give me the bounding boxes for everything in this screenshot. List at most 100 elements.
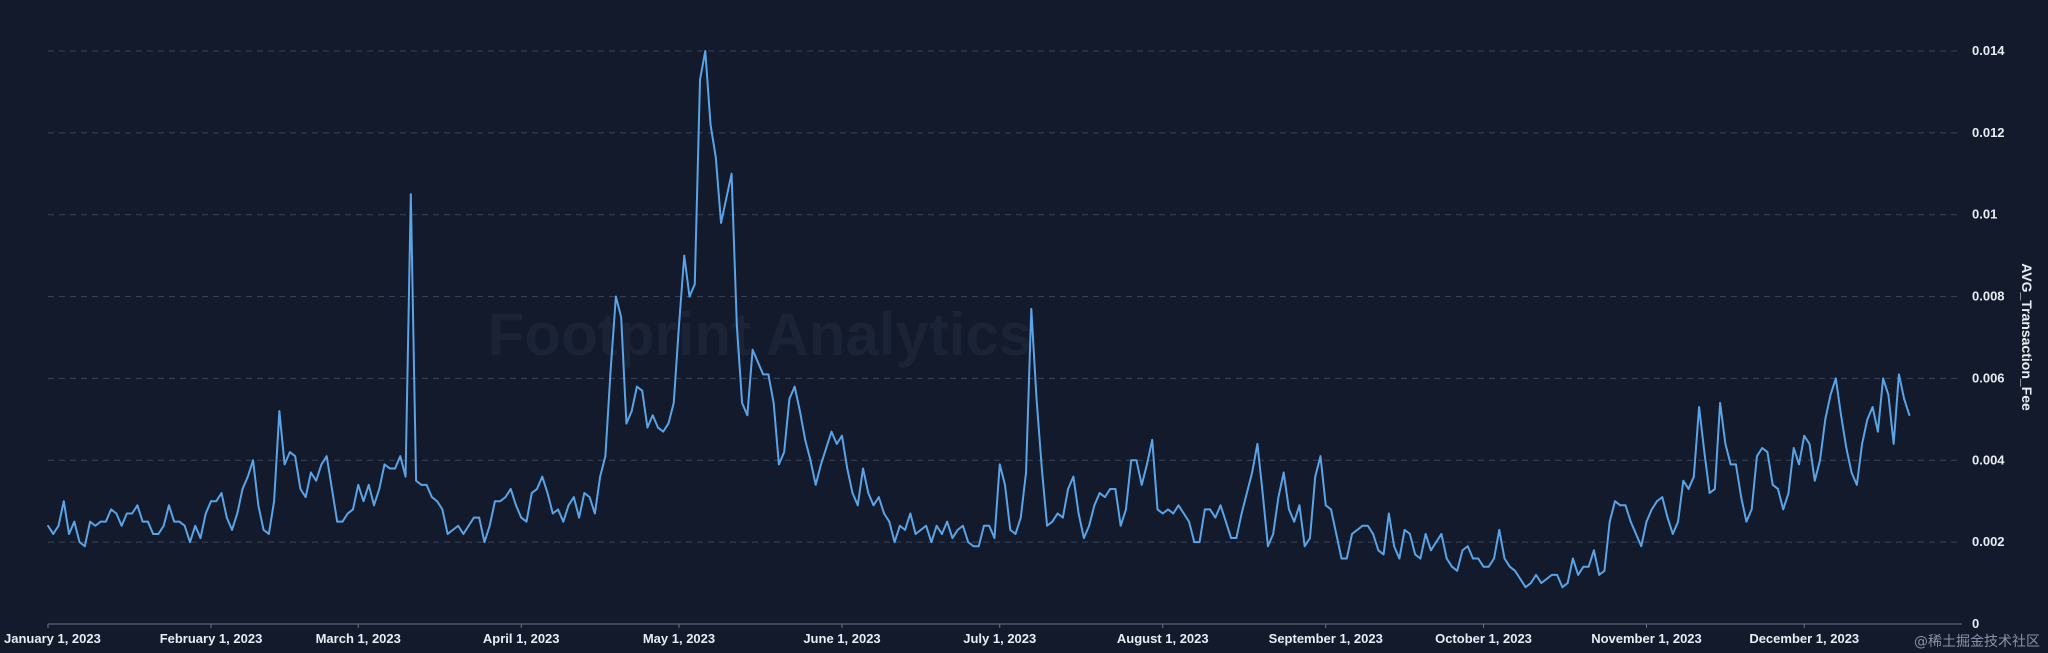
data-point [1850,471,1853,474]
data-point [583,492,586,494]
data-point [914,533,917,535]
data-point [756,361,759,363]
data-point [1882,377,1885,380]
data-point [898,524,901,527]
data-point [1056,512,1059,515]
corner-watermark: @稀土掘金技术社区 [1914,634,2040,650]
data-point [1561,586,1564,589]
data-point [1424,533,1427,535]
data-point [1782,508,1785,511]
data-point [1004,483,1006,486]
data-point [1035,397,1038,400]
data-point [614,295,617,298]
data-point [1550,573,1553,576]
data-point [1451,565,1453,568]
data-point [110,508,112,511]
data-point [1219,504,1222,507]
data-point [325,455,328,458]
data-point [530,492,533,494]
data-point [636,385,638,388]
data-point [1487,565,1490,568]
data-point [1582,565,1585,568]
data-point [688,295,691,298]
data-point [709,123,712,126]
data-point [1109,488,1112,490]
data-point [1598,573,1601,576]
data-point [420,483,423,486]
data-point [883,512,885,515]
data-point [83,545,86,548]
data-point [1619,504,1622,507]
data-point [73,520,76,523]
data-point [951,537,954,539]
data-point [993,537,996,539]
y-tick-label: 0.01 [1972,207,1997,222]
data-point [935,524,938,527]
data-point [820,463,822,466]
data-point [625,422,628,425]
data-point [1430,549,1432,552]
data-point [1898,373,1900,376]
data-point [1025,471,1027,474]
data-point [1261,492,1264,494]
data-point [310,471,312,474]
data-point [1787,492,1790,494]
data-point [1082,537,1085,539]
data-point [946,520,949,523]
data-point [199,537,202,539]
data-point [367,483,370,486]
data-point [1703,451,1706,453]
data-point [1182,512,1185,515]
grid-lines [48,50,1962,543]
data-point [1834,377,1837,380]
data-point [99,520,102,523]
data-point [278,410,281,413]
data-point [446,533,449,535]
data-point [588,496,591,499]
y-tick-label: 0 [1972,616,1979,631]
data-point [47,524,49,527]
data-point [783,451,786,453]
data-point [462,533,465,535]
data-point [1119,524,1122,527]
data-point [751,348,754,351]
data-point [1535,573,1537,576]
data-point [457,524,460,527]
data-point [1666,516,1669,519]
data-point [178,520,181,523]
data-point [846,467,849,470]
data-point [1750,508,1753,511]
data-point [78,541,81,544]
data-point [1876,430,1879,433]
data-point [115,512,118,515]
data-point [1855,483,1858,486]
x-tick-label: December 1, 2023 [1749,631,1859,646]
data-point [1756,455,1758,458]
data-point [620,316,623,318]
data-point [1682,479,1685,482]
data-point [730,172,733,175]
data-point [1698,406,1700,408]
data-point [1845,447,1848,449]
data-point [536,488,538,490]
data-point [1440,533,1443,535]
data-point [851,492,854,494]
y-tick-label: 0.002 [1972,534,2005,549]
data-point [315,479,318,482]
data-point [409,193,412,196]
data-point [62,500,65,503]
data-point [1677,520,1679,523]
data-point [1761,447,1764,449]
data-point [1372,533,1374,535]
data-point [1198,541,1201,544]
data-point [1771,483,1774,486]
data-point [1330,508,1332,511]
data-point [1366,524,1369,527]
data-point [52,533,55,535]
data-point [425,483,428,486]
data-point [1556,573,1559,576]
data-point [1540,582,1543,584]
data-point [1545,578,1548,580]
data-point [1671,533,1674,535]
data-point [1635,533,1637,535]
